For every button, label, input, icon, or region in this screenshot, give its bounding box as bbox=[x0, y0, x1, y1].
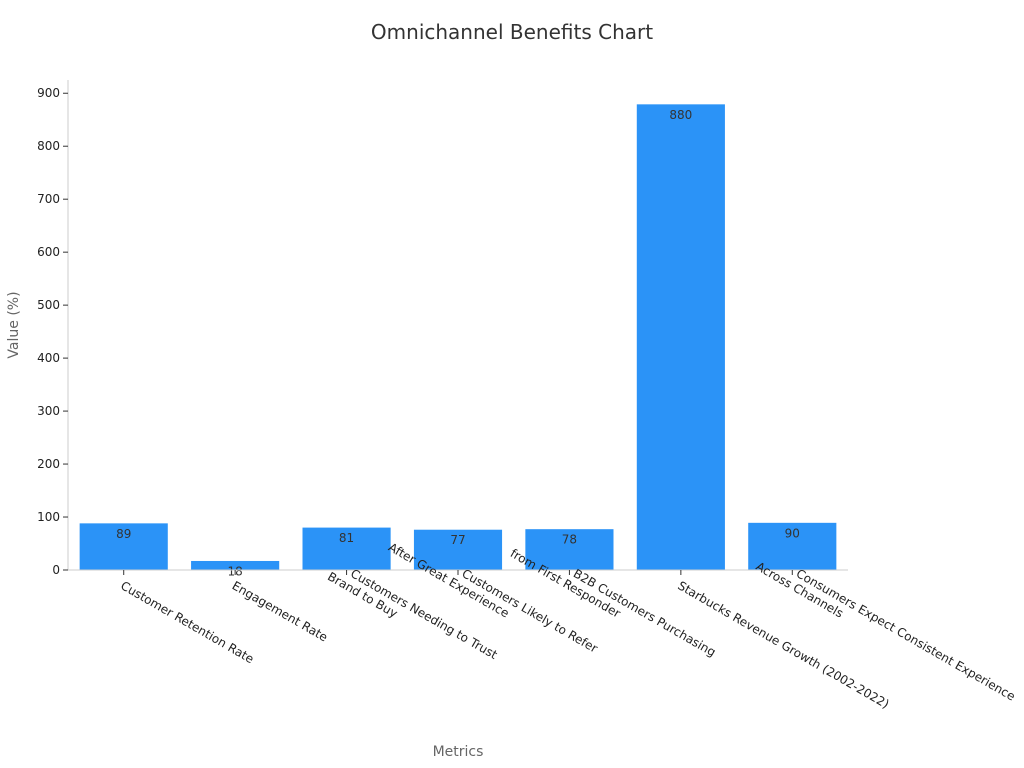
bar-value-label-6: 880 bbox=[669, 108, 692, 122]
y-axis-title: Value (%) bbox=[6, 291, 22, 358]
x-tick-label-7: Consumers Expect Consistent ExperienceAc… bbox=[753, 547, 1017, 716]
bar-value-label-3: 81 bbox=[339, 531, 354, 545]
y-tick-label: 200 bbox=[37, 457, 60, 471]
y-tick-label: 700 bbox=[37, 192, 60, 206]
bar-5 bbox=[524, 528, 615, 571]
y-tick-label: 500 bbox=[37, 298, 60, 312]
bar-7 bbox=[747, 521, 838, 571]
bar-1 bbox=[78, 522, 169, 571]
bar-4 bbox=[412, 528, 504, 571]
y-tick-label: 300 bbox=[37, 404, 60, 418]
x-tick-label-line: Engagement Rate bbox=[230, 578, 330, 644]
y-tick-label: 900 bbox=[37, 86, 60, 100]
x-tick-label-line: Consumers Expect Consistent Experience bbox=[794, 566, 1018, 703]
x-axis-title: Metrics bbox=[433, 744, 484, 760]
y-tick-label: 800 bbox=[37, 139, 60, 153]
bar-value-label-4: 77 bbox=[450, 533, 465, 547]
y-tick-label: 400 bbox=[37, 351, 60, 365]
y-tick-label: 100 bbox=[37, 510, 60, 524]
bar-value-label-7: 90 bbox=[785, 526, 800, 540]
bar-value-label-1: 89 bbox=[116, 527, 131, 541]
bar-3 bbox=[301, 526, 392, 571]
bar-value-label-5: 78 bbox=[562, 533, 577, 547]
chart-title: Omnichannel Benefits Chart bbox=[370, 20, 654, 44]
y-tick-label: 600 bbox=[37, 245, 60, 259]
y-tick-label: 0 bbox=[52, 563, 60, 577]
bar-6 bbox=[635, 103, 726, 571]
x-tick-label-2: Engagement Rate bbox=[230, 578, 330, 644]
